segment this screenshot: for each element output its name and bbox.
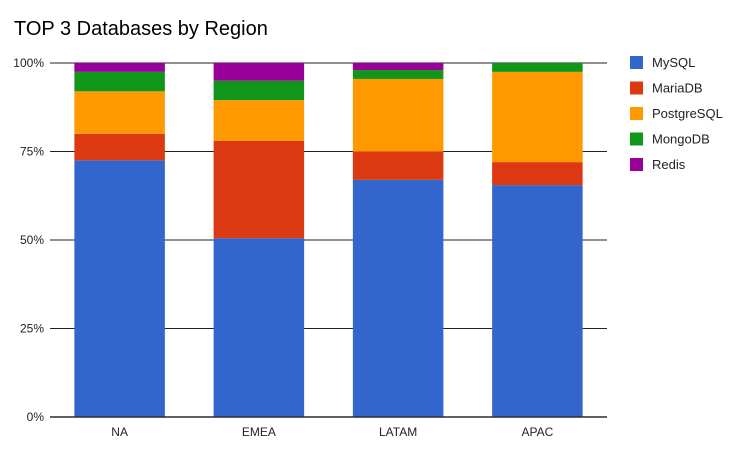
- legend-swatch: [630, 107, 643, 120]
- bar-segment-mongodb: [213, 80, 305, 101]
- bar-segment-redis: [352, 63, 444, 71]
- legend-swatch: [630, 132, 643, 146]
- x-tick-label: NA: [111, 425, 128, 439]
- bar-segment-mariadb: [492, 162, 583, 186]
- x-tick-label: EMEA: [242, 425, 276, 439]
- y-tick-label: 50%: [20, 233, 44, 247]
- bar-segment-mariadb: [74, 133, 165, 161]
- y-tick-label: 100%: [13, 56, 44, 70]
- bar-segment-redis: [74, 63, 165, 72]
- y-tick-label: 25%: [20, 322, 44, 336]
- x-tick-label: APAC: [521, 425, 553, 439]
- legend-label: PostgreSQL: [652, 106, 723, 121]
- bar-segment-postgresql: [492, 71, 583, 163]
- bar-segment-mysql: [492, 185, 583, 417]
- axis-labels: 0% 25% 50% 75% 100% NA EMEA LATAM APAC: [13, 56, 553, 439]
- legend-label: Redis: [652, 157, 686, 172]
- y-tick-label: 75%: [20, 145, 44, 159]
- legend-swatch: [630, 56, 643, 69]
- legend-label: MySQL: [652, 55, 695, 70]
- legend: MySQL MariaDB PostgreSQL MongoDB Redis: [630, 55, 723, 172]
- legend-label: MariaDB: [652, 81, 703, 96]
- bar-segment-postgresql: [213, 100, 305, 141]
- bar-segment-mongodb: [74, 71, 165, 92]
- x-tick-label: LATAM: [379, 425, 417, 439]
- y-tick-label: 0%: [27, 410, 45, 424]
- legend-swatch: [630, 81, 643, 95]
- bar-segment-mysql: [352, 179, 444, 417]
- bar-segment-mysql: [213, 238, 305, 417]
- bars: [50, 63, 607, 418]
- legend-swatch: [630, 158, 643, 171]
- bar-segment-mongodb: [492, 63, 583, 72]
- legend-label: MongoDB: [652, 132, 710, 147]
- bar-segment-postgresql: [352, 78, 444, 152]
- bar-segment-mariadb: [352, 151, 444, 180]
- bar-segment-redis: [213, 63, 305, 81]
- bar-segment-postgresql: [74, 91, 165, 134]
- chart-title: TOP 3 Databases by Region: [14, 18, 268, 40]
- bar-segment-mariadb: [213, 140, 305, 239]
- bar-segment-mysql: [74, 160, 165, 417]
- bar-segment-mongodb: [352, 70, 444, 79]
